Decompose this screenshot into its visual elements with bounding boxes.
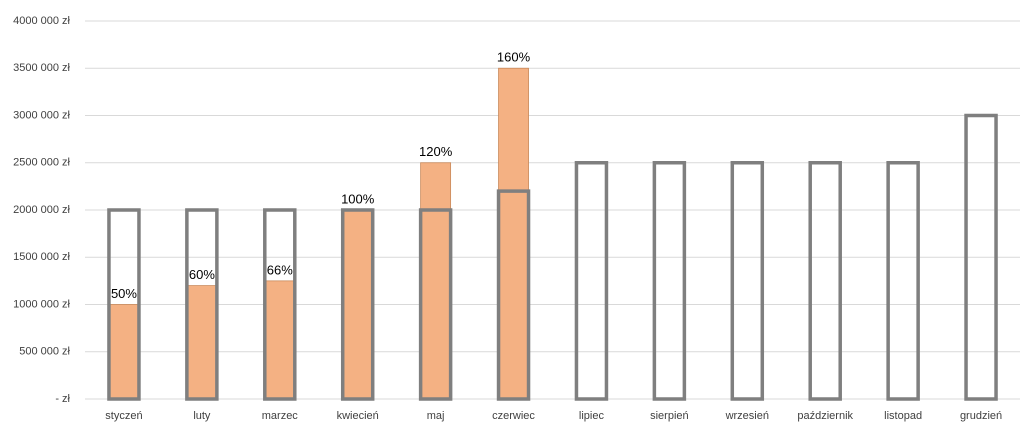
- y-tick-label: 500 000 zł: [19, 346, 70, 358]
- percent-label: 60%: [189, 267, 215, 282]
- y-tick-label: 2000 000 zł: [13, 204, 70, 216]
- x-tick-label: sierpień: [650, 410, 689, 422]
- y-tick-label: 1000 000 zł: [13, 298, 70, 310]
- y-tick-label: 3000 000 zł: [13, 109, 70, 121]
- x-tick-label: listopad: [884, 410, 922, 422]
- actual-bar: [108, 304, 140, 400]
- target-bar: [418, 208, 453, 401]
- target-bar: [263, 208, 297, 401]
- x-tick-label: czerwiec: [492, 410, 535, 422]
- target-bar: [730, 161, 765, 401]
- x-tick-label: marzec: [262, 410, 299, 422]
- actual-bar: [420, 162, 452, 400]
- target-bar: [340, 208, 375, 401]
- y-tick-label: 1500 000 zł: [13, 251, 70, 263]
- target-bar: [964, 113, 998, 401]
- actual-bar: [498, 67, 529, 400]
- x-tick-label: grudzień: [960, 410, 1002, 422]
- y-tick-label: 3500 000 zł: [13, 62, 70, 74]
- percent-label: 50%: [111, 286, 137, 301]
- y-tick-label: 2500 000 zł: [13, 157, 70, 169]
- target-bar: [107, 208, 141, 401]
- x-tick-label: lipiec: [579, 410, 605, 422]
- x-tick-label: maj: [427, 410, 445, 422]
- percent-label: 100%: [341, 191, 375, 206]
- target-bar: [496, 189, 531, 401]
- x-tick-label: styczeń: [105, 410, 142, 422]
- x-tick-label: październik: [797, 410, 853, 422]
- y-tick-label: 4000 000 zł: [13, 15, 70, 27]
- actual-bar: [186, 285, 218, 400]
- target-bar: [574, 161, 609, 401]
- percent-label: 120%: [419, 144, 453, 159]
- x-tick-label: luty: [193, 410, 211, 422]
- x-tick-label: wrzesień: [725, 410, 769, 422]
- actual-bar: [264, 280, 296, 400]
- percent-label: 66%: [267, 262, 293, 277]
- y-tick-label: - zł: [55, 393, 70, 405]
- x-tick-label: kwiecień: [337, 410, 379, 422]
- target-bar: [808, 161, 842, 401]
- actual-bar: [342, 209, 374, 400]
- target-bar: [886, 161, 920, 401]
- target-bar: [185, 208, 219, 401]
- percent-label: 160%: [497, 50, 531, 65]
- target-bar: [652, 161, 687, 401]
